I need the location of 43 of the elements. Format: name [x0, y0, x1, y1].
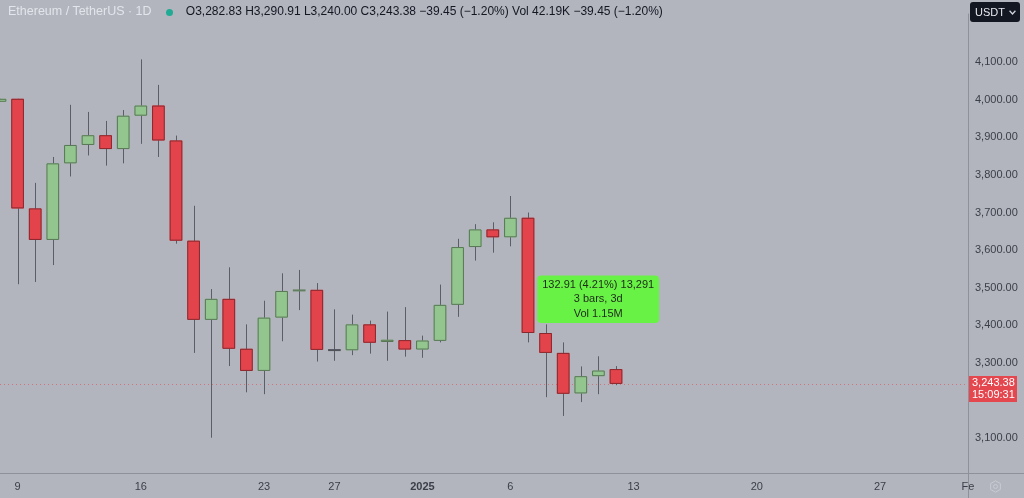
ref-line-label: 3,243.38 15:09:31 [972, 375, 1015, 400]
x-tick-label: Fe [961, 479, 975, 492]
x-tick-label: 13 [627, 479, 640, 492]
x-tick-label: 2025 [410, 479, 435, 492]
y-tick-label: 3,900.00 [975, 130, 1018, 143]
candlestick [468, 223, 482, 262]
y-axis-title: USDT [975, 5, 1006, 18]
y-tick-label: 3,100.00 [975, 430, 1018, 443]
candlestick [363, 320, 376, 355]
y-tick-label: 3,500.00 [975, 280, 1018, 293]
y-tick-label: 4,100.00 [975, 55, 1018, 68]
candlestick [380, 311, 394, 362]
annotation: 132.91 (4.21%) 13,291 3 bars, 3d Vol 1.15M [542, 277, 655, 319]
candlestick [574, 365, 588, 403]
candlestick [240, 323, 253, 393]
candlestick [539, 323, 552, 398]
candlestick [81, 111, 95, 156]
x-tick-label: 9 [14, 479, 21, 492]
y-tick-label: 3,400.00 [975, 318, 1018, 331]
candlestick [416, 335, 429, 359]
x-tick-label: 16 [134, 479, 147, 492]
y-tick-label: 3,800.00 [975, 168, 1018, 181]
candlestick [204, 288, 218, 439]
candlestick [328, 308, 341, 362]
candlestick [592, 355, 605, 395]
candlestick [134, 58, 148, 145]
candlestick [292, 269, 306, 311]
x-tick-label: 27 [328, 479, 341, 492]
candlestick [99, 120, 112, 167]
candlestick [504, 195, 517, 247]
candlestick [486, 221, 500, 254]
y-tick-label: 3,300.00 [975, 355, 1018, 368]
candlestick [64, 104, 77, 177]
x-tick-label: 27 [873, 479, 887, 492]
candlestick [398, 306, 412, 358]
y-tick-label: 3,700.00 [975, 205, 1018, 218]
chart-subtitle: O3,282.83 H3,290.91 L3,240.00 C3,243.38 −39.45 (−1.20%) Vol 42.19K −39.45 (−1.20%) [185, 4, 663, 19]
candlestick [609, 365, 623, 386]
y-tick-label: 4,000.00 [975, 92, 1018, 105]
y-tick-label: 3,600.00 [975, 243, 1018, 256]
x-tick-label: 6 [507, 479, 514, 492]
x-tick-label: 20 [750, 479, 763, 492]
x-tick-label: 23 [257, 479, 271, 492]
